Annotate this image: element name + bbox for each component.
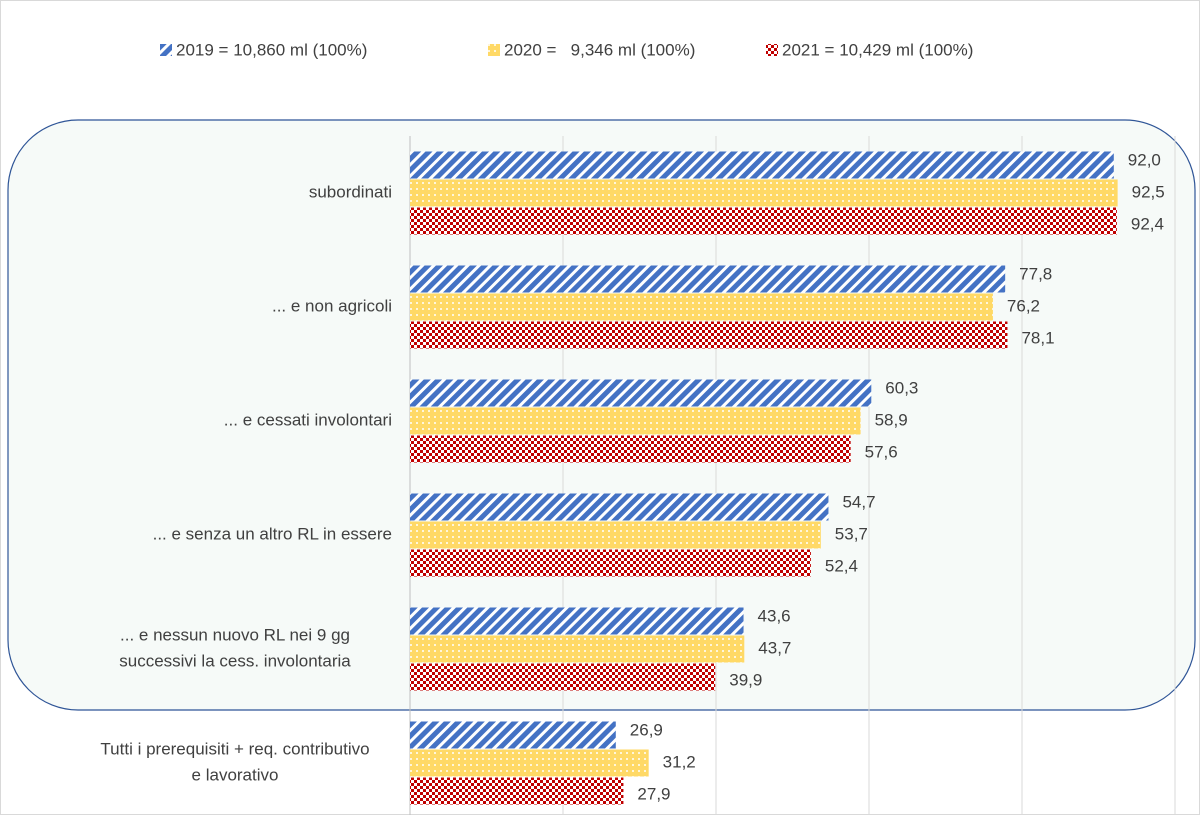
bar: [410, 379, 872, 407]
value-label: 52,4: [825, 556, 858, 575]
bar: [410, 321, 1008, 349]
value-label: 60,3: [885, 378, 918, 397]
bar: [410, 749, 649, 777]
category-label: ... e cessati involontari: [224, 410, 392, 429]
value-label: 92,4: [1131, 214, 1164, 233]
category-label: successivi la cess. involontaria: [119, 651, 351, 670]
value-label: 57,6: [865, 442, 898, 461]
value-label: 92,5: [1132, 182, 1165, 201]
bar: [410, 435, 851, 463]
legend-label: 2019 = 10,860 ml (100%): [176, 40, 367, 59]
value-label: 58,9: [875, 410, 908, 429]
legend-label: 2021 = 10,429 ml (100%): [782, 40, 973, 59]
category-label: subordinati: [309, 182, 392, 201]
value-label: 39,9: [729, 670, 762, 689]
value-label: 54,7: [842, 492, 875, 511]
value-label: 53,7: [835, 524, 868, 543]
bar: [410, 151, 1114, 179]
category-label: ... e nessun nuovo RL nei 9 gg: [120, 625, 350, 644]
bar: [410, 777, 624, 805]
legend-label: 2020 = 9,346 ml (100%): [504, 40, 695, 59]
value-label: 43,6: [758, 606, 791, 625]
bar: [410, 293, 993, 321]
category-label: Tutti i prerequisiti + req. contributivo: [100, 739, 369, 758]
bar: [410, 265, 1006, 293]
value-label: 26,9: [630, 720, 663, 739]
bar: [410, 407, 861, 435]
category-label: e lavorativo: [192, 765, 279, 784]
category-label: ... e senza un altro RL in essere: [153, 524, 392, 543]
value-label: 27,9: [637, 784, 670, 803]
value-label: 92,0: [1128, 150, 1161, 169]
value-label: 76,2: [1007, 296, 1040, 315]
value-label: 77,8: [1019, 264, 1052, 283]
bar: [410, 549, 811, 577]
value-label: 31,2: [663, 752, 696, 771]
bar: [410, 179, 1118, 207]
bar: [410, 721, 616, 749]
legend-swatch: [766, 44, 778, 56]
bar: [410, 207, 1117, 235]
bar: [410, 493, 829, 521]
category-label: ... e non agricoli: [272, 296, 392, 315]
value-label: 78,1: [1021, 328, 1054, 347]
bar: [410, 607, 744, 635]
legend-swatch: [488, 44, 500, 56]
bar: [410, 521, 821, 549]
value-label: 43,7: [758, 638, 791, 657]
bar: [410, 663, 716, 691]
bar: [410, 635, 745, 663]
legend-swatch: [160, 44, 172, 56]
